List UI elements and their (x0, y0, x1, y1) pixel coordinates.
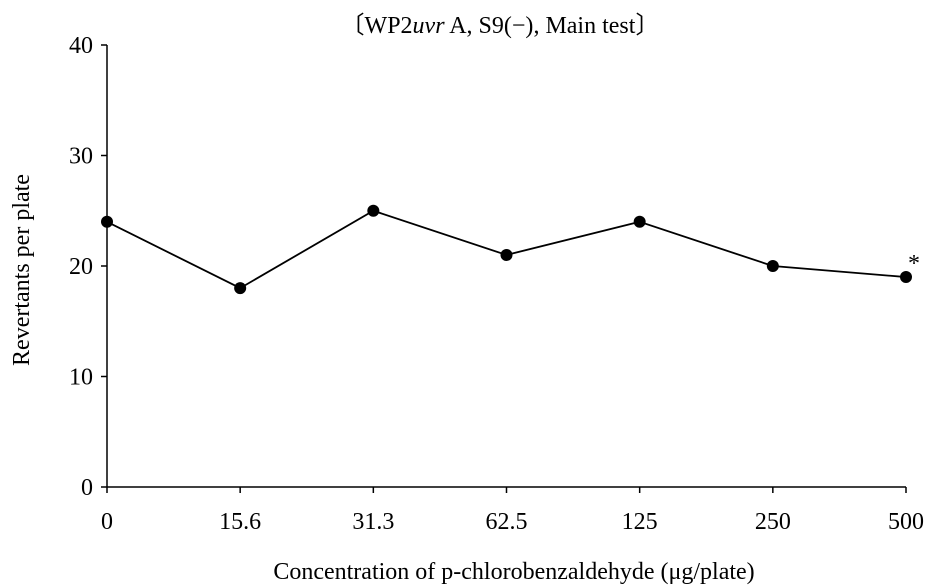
data-point (367, 204, 380, 217)
x-tick-label: 62.5 (486, 509, 528, 535)
x-axis-label: Concentration of p-chlorobenzaldehyde (μ… (273, 559, 754, 585)
y-tick-label: 30 (69, 144, 93, 170)
data-point (234, 282, 247, 295)
title-open-bracket: 〔 (341, 13, 365, 39)
title-rest: , Main test (533, 13, 635, 39)
y-tick-label: 40 (69, 33, 93, 59)
chart-title: 〔WP2uvr A, S9(−), Main test〕 (341, 13, 660, 39)
data-point (900, 271, 912, 284)
series-revertants (101, 204, 912, 295)
data-point (633, 215, 646, 228)
x-tick-label: 125 (622, 509, 658, 535)
title-strain-suffix: A, S9 (445, 13, 504, 39)
y-ticks: 0 10 20 30 40 (69, 33, 107, 501)
y-tick-label: 10 (69, 365, 93, 391)
data-point (101, 215, 113, 228)
significance-marker: * (908, 251, 920, 277)
data-point (500, 248, 513, 261)
x-tick-label: 15.6 (219, 509, 261, 535)
x-ticks: 0 15.6 31.3 62.5 125 250 500 (101, 487, 924, 535)
x-tick-label: 31.3 (352, 509, 394, 535)
x-tick-label: 500 (888, 509, 924, 535)
annotations: * (908, 251, 920, 277)
title-close-bracket: 〕 (635, 13, 659, 39)
title-strain-prefix: WP2 (365, 13, 413, 39)
x-tick-label: 0 (101, 509, 113, 535)
y-tick-label: 0 (81, 475, 93, 501)
title-strain-italic: uvr (413, 13, 446, 39)
y-axis-label: Revertants per plate (9, 174, 35, 366)
title-condition: (−) (504, 13, 534, 39)
x-tick-label: 250 (755, 509, 791, 535)
y-tick-label: 20 (69, 254, 93, 280)
data-point (766, 260, 779, 272)
